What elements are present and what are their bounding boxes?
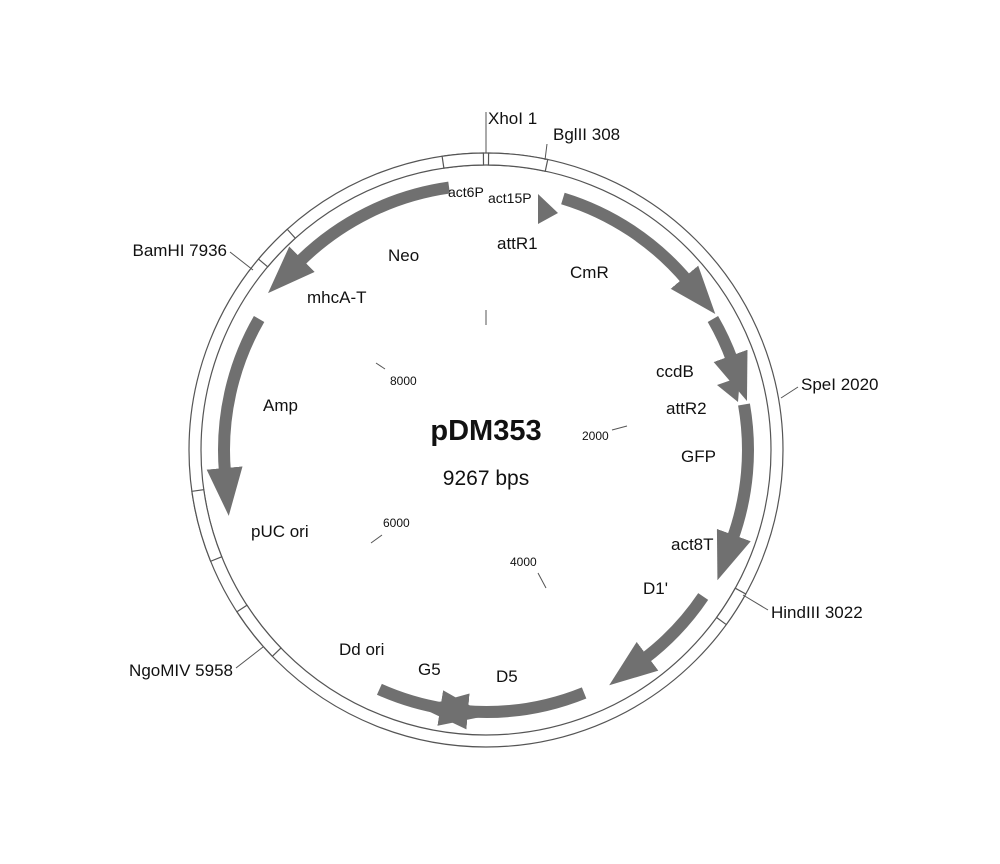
feature-label-ccdb: ccdB — [656, 362, 694, 381]
leader-bglii — [544, 143, 548, 161]
site-leader-lines — [229, 112, 799, 669]
feature-label-dd-ori: Dd ori — [339, 640, 384, 659]
arrow-neo — [268, 181, 450, 294]
scale-marks — [370, 310, 628, 589]
arrow-attr1 — [538, 194, 558, 224]
feature-boxes — [191, 152, 747, 658]
scale-mark-8000 — [375, 362, 386, 370]
feature-label-g5: G5 — [418, 660, 441, 679]
leader-ngomiv — [235, 646, 264, 669]
leader-bamhi — [229, 251, 254, 271]
scale-label-6000: 6000 — [383, 516, 410, 530]
site-label-ngomiv: NgoMIV 5958 — [129, 661, 233, 680]
site-label-xhoi: XhoI 1 — [488, 109, 537, 128]
feature-label-attr1: attR1 — [497, 234, 538, 253]
feature-label-attr2: attR2 — [666, 399, 707, 418]
box-act15p — [487, 152, 549, 172]
site-label-bglii: BglII 308 — [553, 125, 620, 144]
scale-mark-2000 — [611, 425, 628, 431]
feature-label-cmr: CmR — [570, 263, 609, 282]
feature-label-mhca-t: mhcA-T — [307, 288, 367, 307]
plasmid-name: pDM353 — [430, 415, 541, 447]
scale-mark-6000 — [370, 534, 383, 544]
feature-label-act8t: act8T — [671, 535, 714, 554]
box-mhca-t — [257, 228, 297, 268]
feature-label-puc-ori: pUC ori — [251, 522, 309, 541]
arrow-attr2 — [717, 377, 740, 402]
site-label-spei: SpeI 2020 — [801, 375, 879, 394]
backbone-inner — [200, 164, 772, 736]
feature-label-d5: D5 — [496, 667, 518, 686]
box-hindiii — [715, 587, 747, 626]
arrow-amp — [206, 316, 265, 516]
box-puc-ori — [191, 488, 223, 563]
feature-label-act6p: act6P — [448, 184, 484, 200]
scale-label-8000: 8000 — [390, 374, 417, 388]
leader-spei — [780, 386, 799, 399]
leader-hindiii — [742, 594, 769, 611]
site-label-bamhi: BamHI 7936 — [133, 241, 228, 260]
arrow-ccdb — [707, 316, 748, 401]
arrow-d1p — [609, 593, 709, 686]
feature-label-amp: Amp — [263, 396, 298, 415]
box-ngomiv — [236, 604, 282, 658]
feature-arrows — [206, 181, 754, 730]
scale-label-2000: 2000 — [582, 429, 609, 443]
plasmid-size: 9267 bps — [443, 467, 529, 490]
arrow-g5 — [376, 683, 488, 726]
feature-label-gfp: GFP — [681, 447, 716, 466]
arrow-cmr — [561, 192, 716, 314]
feature-label-act15p: act15P — [488, 190, 532, 206]
feature-label-d1p: D1' — [643, 579, 668, 598]
site-label-hindiii: HindIII 3022 — [771, 603, 863, 622]
arrow-gfp — [716, 403, 754, 581]
scale-mark-4000 — [537, 572, 547, 589]
scale-label-4000: 4000 — [510, 555, 537, 569]
arrow-d5 — [420, 687, 587, 730]
feature-label-neo: Neo — [388, 246, 419, 265]
box-act6p — [441, 152, 485, 169]
